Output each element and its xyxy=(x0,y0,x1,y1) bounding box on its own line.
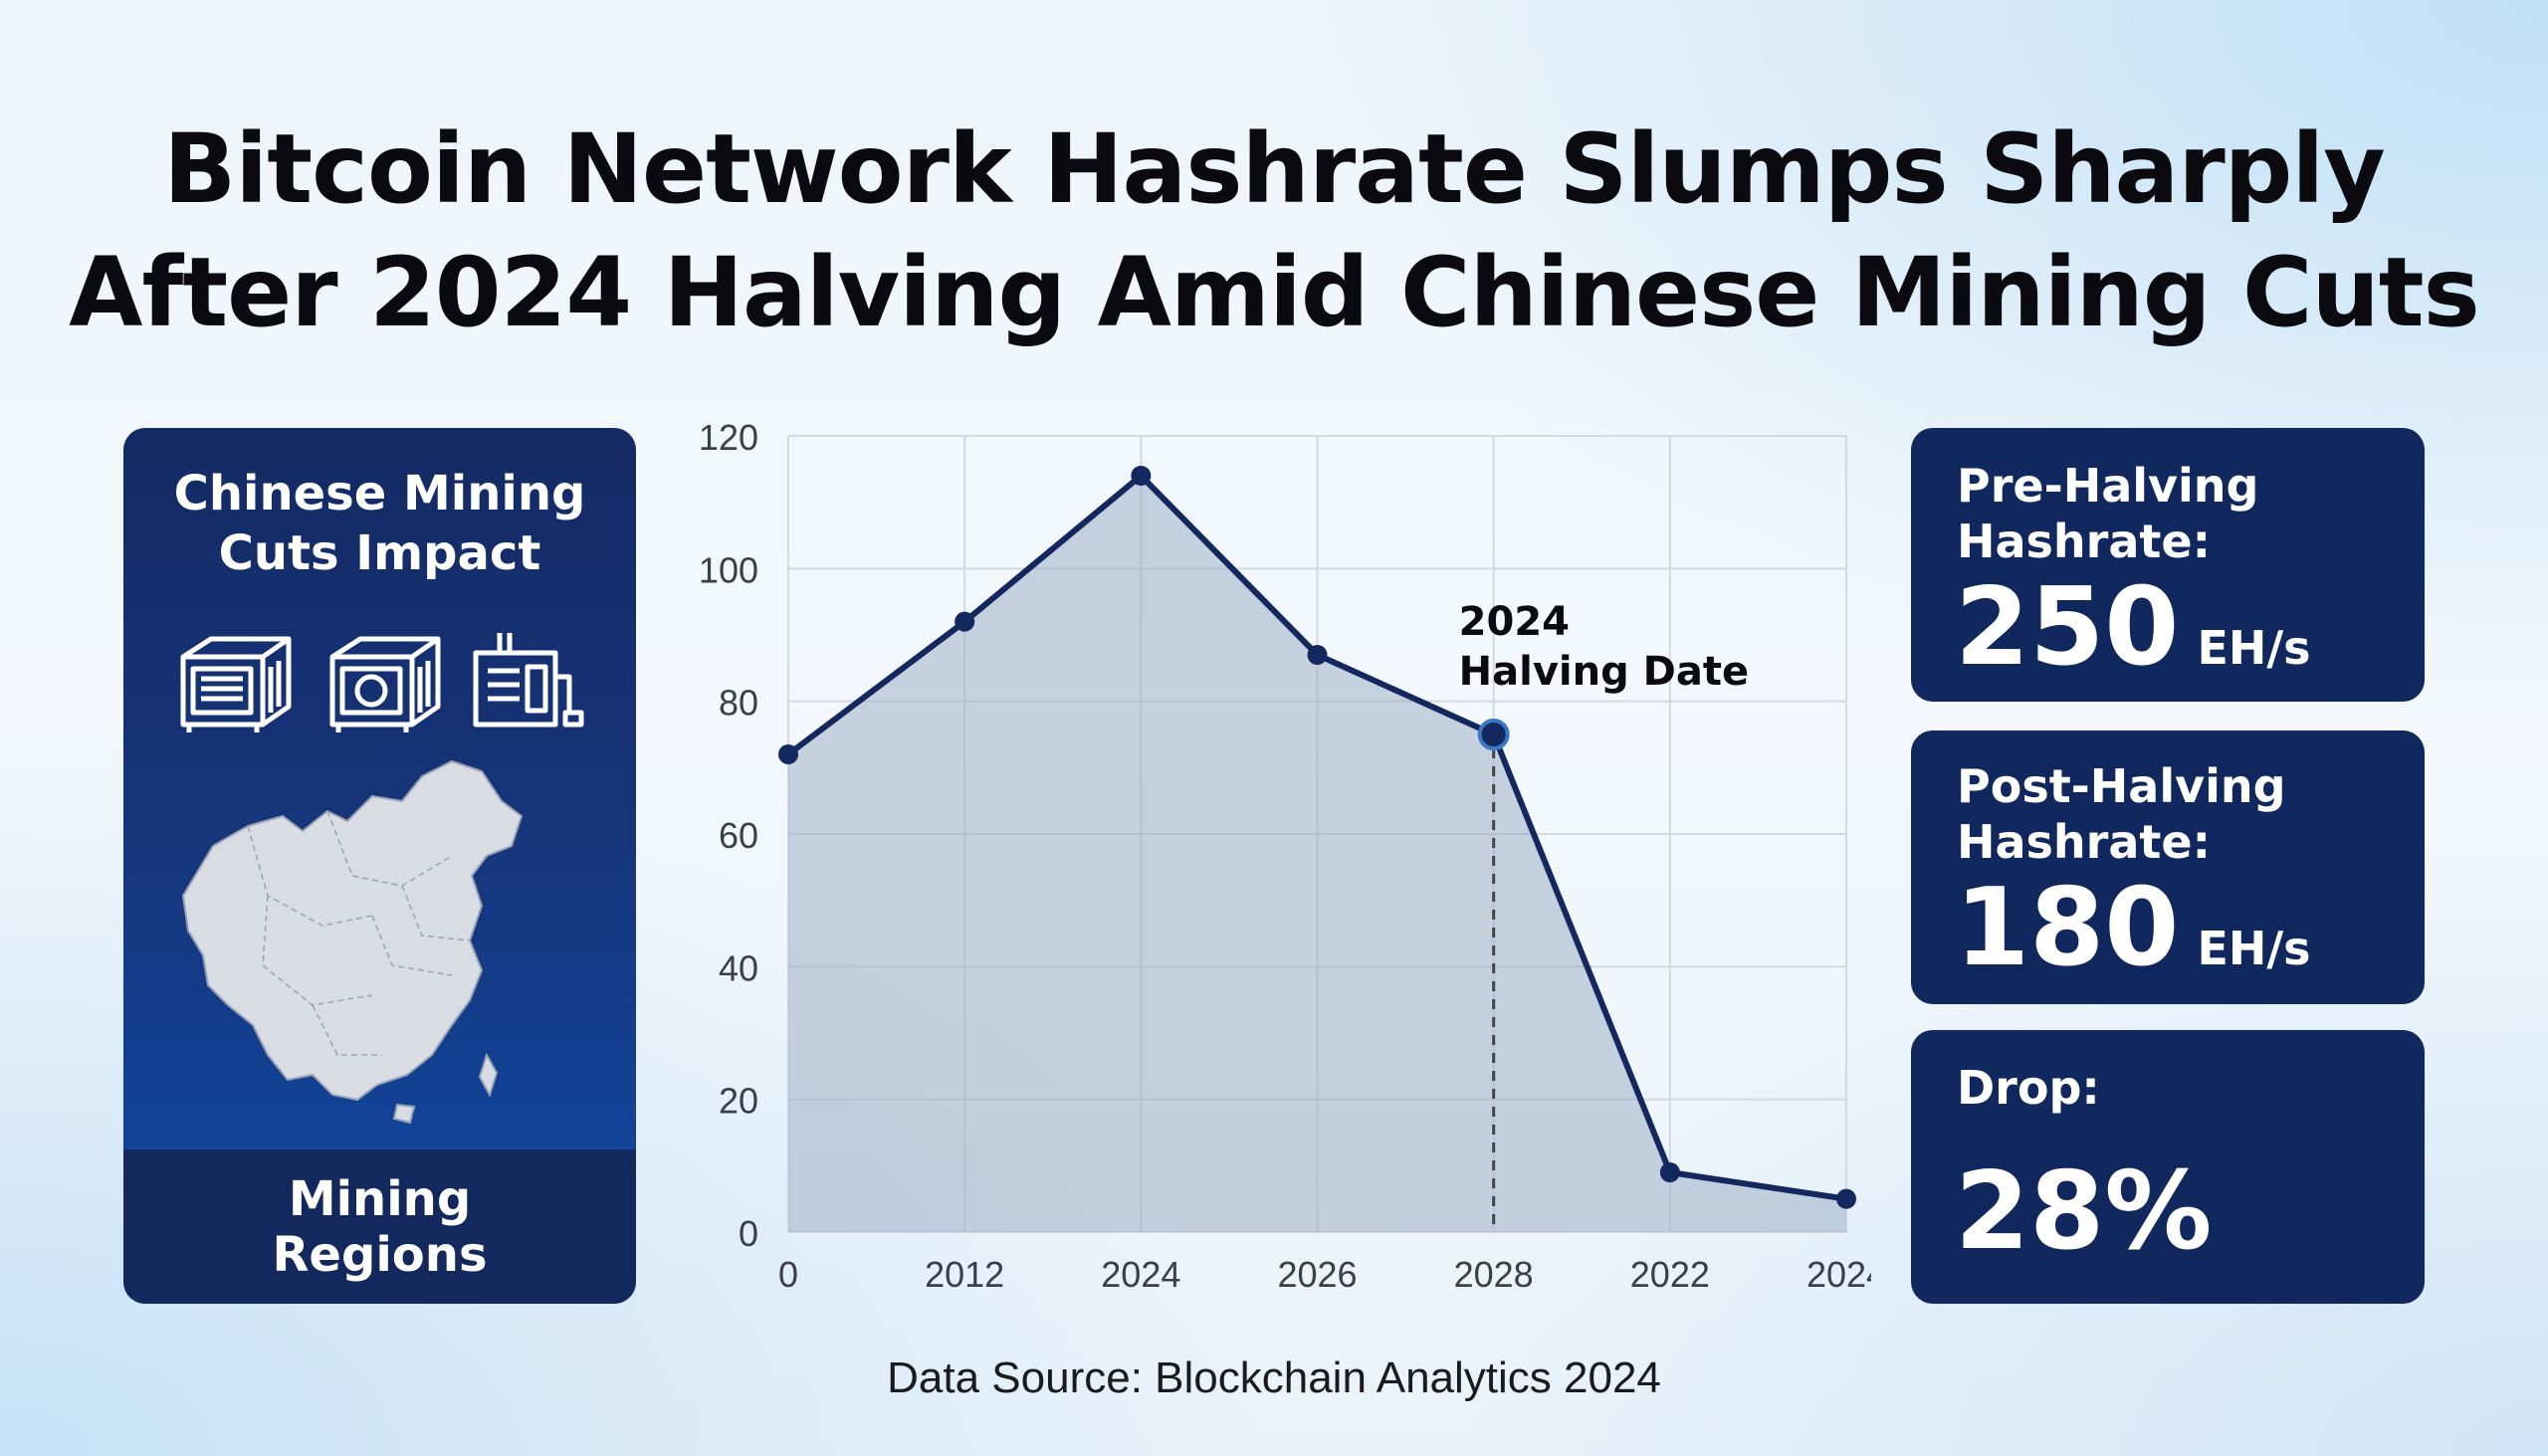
x-tick-label: 0 xyxy=(778,1254,798,1295)
pre-halving-label-line-2: Hashrate: xyxy=(1957,515,2211,568)
drop-label: Drop: xyxy=(1957,1060,2100,1116)
mining-rig-icon xyxy=(180,636,292,732)
pre-halving-label: Pre-Halving Hashrate: xyxy=(1957,458,2258,569)
hashrate-area xyxy=(788,476,1846,1232)
y-tick-label: 0 xyxy=(739,1213,758,1254)
drop-value: 28% xyxy=(1955,1149,2213,1274)
x-tick-label: 2012 xyxy=(925,1254,1004,1295)
data-point xyxy=(1131,466,1152,486)
page-title: Bitcoin Network Hashrate Slumps Sharply … xyxy=(0,107,2548,354)
x-axis-ticks: 0 2012 2024 2026 2028 2022 2024 xyxy=(778,1254,1871,1295)
china-map-icon xyxy=(181,759,524,1125)
y-tick-label: 100 xyxy=(699,549,758,590)
impact-title-line-1: Chinese Mining xyxy=(173,466,586,521)
y-tick-label: 60 xyxy=(719,815,758,856)
data-point xyxy=(1836,1188,1856,1209)
drop-percentage: 28% xyxy=(1955,1149,2213,1274)
x-tick-label: 2026 xyxy=(1277,1254,1357,1295)
pre-halving-card: Pre-Halving Hashrate: 250 EH/s xyxy=(1911,428,2425,702)
drop-card: Drop: 28% xyxy=(1911,1030,2425,1304)
data-point xyxy=(1659,1162,1680,1182)
pre-halving-number: 250 xyxy=(1955,565,2180,690)
title-line-1: Bitcoin Network Hashrate Slumps Sharply xyxy=(163,113,2386,225)
china-impact-card: Chinese Mining Cuts Impact xyxy=(123,428,636,1304)
x-tick-label: 2024 xyxy=(1806,1254,1871,1295)
data-point xyxy=(778,744,798,764)
mining-icons-row xyxy=(171,627,589,736)
post-halving-number: 180 xyxy=(1955,866,2180,990)
pre-halving-value: 250 EH/s xyxy=(1955,565,2311,690)
mining-regions-label: Mining Regions xyxy=(123,1149,636,1304)
mining-regions-line-1: Mining xyxy=(288,1170,472,1227)
mining-regions-line-2: Regions xyxy=(272,1226,488,1283)
halving-annotation-line-1: 2024 xyxy=(1459,599,1570,645)
drop-label-line-1: Drop: xyxy=(1957,1061,2100,1115)
post-halving-label-line-2: Hashrate: xyxy=(1957,815,2211,869)
impact-card-title: Chinese Mining Cuts Impact xyxy=(123,464,636,583)
data-points xyxy=(778,466,1856,1209)
halving-annotation-line-2: Halving Date xyxy=(1459,649,1749,695)
impact-title-line-2: Cuts Impact xyxy=(218,525,541,581)
y-tick-label: 20 xyxy=(719,1081,758,1122)
post-halving-value: 180 EH/s xyxy=(1955,866,2311,990)
post-halving-label-line-1: Post-Halving xyxy=(1957,759,2286,813)
x-tick-label: 2028 xyxy=(1454,1254,1534,1295)
mining-rig-icon xyxy=(329,636,441,732)
pre-halving-unit: EH/s xyxy=(2197,621,2311,675)
y-tick-label: 40 xyxy=(719,947,758,988)
post-halving-card: Post-Halving Hashrate: 180 EH/s xyxy=(1911,730,2425,1004)
post-halving-unit: EH/s xyxy=(2197,922,2311,975)
y-axis-ticks: 0 20 40 60 80 100 120 xyxy=(699,417,758,1254)
y-tick-label: 120 xyxy=(699,417,758,458)
data-point xyxy=(1307,645,1328,665)
post-halving-label: Post-Halving Hashrate: xyxy=(1957,758,2286,870)
x-tick-label: 2024 xyxy=(1101,1254,1180,1295)
x-tick-label: 2022 xyxy=(1630,1254,1710,1295)
hashrate-chart: 0 20 40 60 80 100 120 0 2012 2024 2026 2028 2022 202… xyxy=(699,417,1871,1295)
title-line-2: After 2024 Halving Amid Chinese Mining C… xyxy=(69,237,2480,348)
halving-data-point xyxy=(1477,719,1510,750)
pre-halving-label-line-1: Pre-Halving xyxy=(1957,459,2259,513)
mining-machine-icon xyxy=(473,633,584,728)
data-point xyxy=(955,611,975,632)
y-tick-label: 80 xyxy=(719,683,758,724)
data-source: Data Source: Blockchain Analytics 2024 xyxy=(887,1353,1661,1402)
